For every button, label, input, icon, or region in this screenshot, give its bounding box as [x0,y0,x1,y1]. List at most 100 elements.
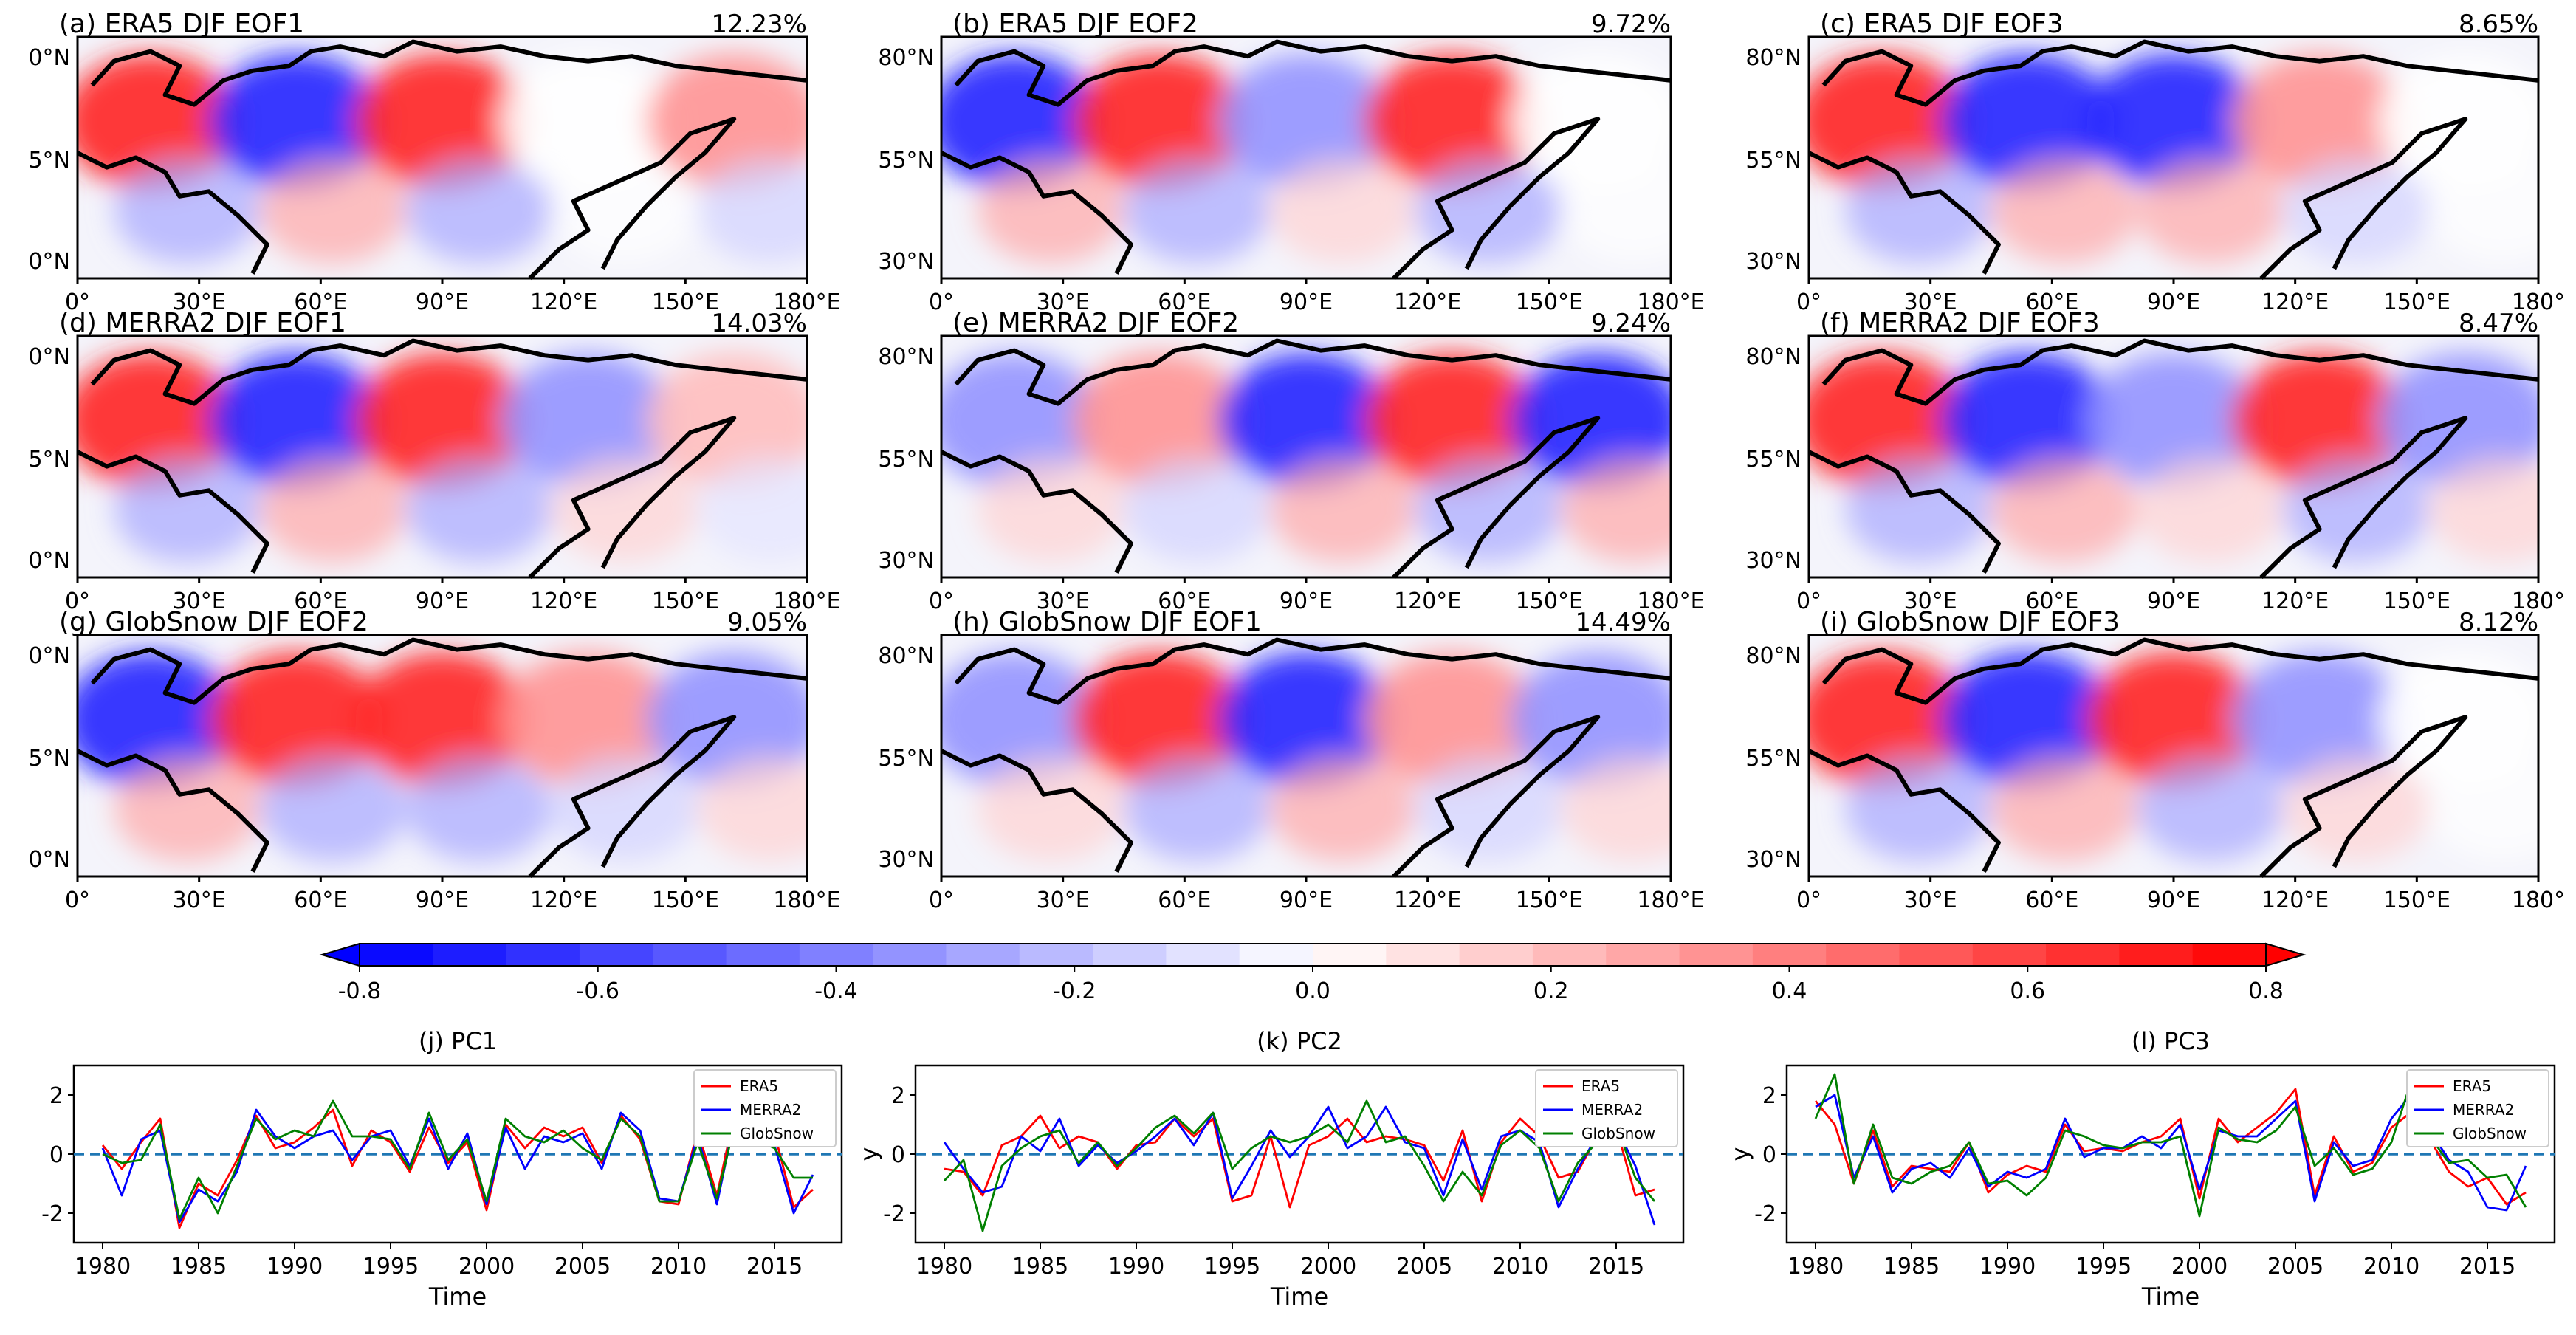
lon-tick: 180°E [1637,588,1704,614]
lon-tick: 0° [1796,888,1821,913]
colorbar-cell [2192,944,2267,966]
anomaly-blob [260,157,406,264]
anomaly-blob [1269,456,1416,563]
anomaly-blob [1269,157,1416,264]
anomaly-blob [1940,352,2115,489]
anomaly-blob [405,755,552,862]
lon-tick: 0° [1796,588,1821,614]
anomaly-blob [1991,456,2137,563]
lat-tick: 30°N [878,548,934,574]
anomaly-blob [552,157,698,264]
legend-label: ERA5 [1581,1077,1620,1095]
colorbar-tick: -0.6 [576,978,619,1004]
variance-label: 9.05% [727,608,807,637]
anomaly-blob [1845,157,1991,264]
lat-tick: 55°N [1745,746,1802,772]
lat-tick: 80°N [1745,45,1802,71]
colorbar-cell [1459,944,1533,966]
colorbar-cell [506,944,580,966]
lat-tick: 55°N [878,447,934,473]
legend-box [1535,1069,1678,1147]
lon-tick: 60°E [294,289,347,315]
lon-tick: 60°E [2025,289,2078,315]
map-panel-g: (g) GlobSnow DJF EOF2 9.05% [59,607,808,879]
lon-tick: 120°E [530,289,597,315]
anomaly-blob [1809,352,1970,488]
x-tick: 1995 [1204,1254,1260,1280]
x-tick: 2000 [1300,1254,1356,1280]
map-title: (i) GlobSnow DJF EOF3 [1820,607,2120,637]
anomaly-blob [501,352,676,489]
colorbar-cell [1752,944,1827,966]
anomaly-blob [2283,456,2429,563]
anomaly-blob [1991,755,2137,862]
anomaly-blob [2232,651,2408,788]
anomaly-blob [2428,456,2538,563]
lon-tick: 60°E [1158,289,1211,315]
colorbar-cell [726,944,800,966]
anomaly-blob [1809,53,1970,189]
anomaly-blob [941,352,1102,488]
lon-tick: 180°E [773,888,840,913]
lat-tick: 0°N [28,548,70,574]
lon-tick: 150°E [1516,289,1583,315]
legend-label: MERRA2 [1581,1101,1643,1119]
anomaly-blob [1218,651,1394,788]
y-axis-label: y [1726,1147,1754,1161]
anomaly-blob [2137,157,2284,264]
legend-label: GlobSnow [2453,1125,2527,1142]
x-tick: 2010 [1492,1254,1548,1280]
anomaly-blob [114,456,260,563]
lon-tick: 90°E [2147,289,2200,315]
lon-tick: 120°E [1394,888,1461,913]
y-tick: -2 [41,1201,63,1227]
map-title: (e) MERRA2 DJF EOF2 [952,308,1239,338]
map-panel-c: (c) ERA5 DJF EOF3 8.65% [1807,9,2540,281]
colorbar-cell [653,944,727,966]
lon-tick: 180° [2512,888,2565,913]
colorbar-tick: 0.2 [1533,978,1569,1004]
legend-label: MERRA2 [740,1101,801,1119]
colorbar-tick: 0.6 [2010,978,2045,1004]
anomaly-blob [1845,456,1991,563]
map-title: (c) ERA5 DJF EOF3 [1820,9,2064,39]
anomaly-blob [1940,53,2115,190]
map-title: (d) MERRA2 DJF EOF1 [59,308,346,338]
lon-tick: 180°E [1637,289,1704,315]
x-tick: 2005 [1396,1254,1452,1280]
lat-tick: 55°N [1745,447,1802,473]
colorbar-cell [2119,944,2194,966]
colorbar-cell [360,944,433,966]
lon-tick: 60°E [294,588,347,614]
x-axis-label: Time [428,1283,487,1311]
lat-tick: 5°N [28,148,70,174]
lon-tick: 180°E [773,289,840,315]
map-title: (b) ERA5 DJF EOF2 [952,9,1198,39]
y-axis-label: y [855,1147,883,1161]
anomaly-blob [1072,53,1248,190]
x-tick: 1995 [2075,1254,2132,1280]
x-tick: 2010 [2363,1254,2419,1280]
anomaly-blob [260,456,406,563]
y-tick: -2 [1754,1201,1776,1227]
colorbar-tick: 0.4 [1772,978,1807,1004]
anomaly-field [1809,352,2538,563]
anomaly-blob [501,53,676,190]
anomaly-blob [354,651,530,788]
anomaly-blob [552,755,698,862]
map-title: (a) ERA5 DJF EOF1 [59,9,304,39]
lat-tick: 55°N [878,746,934,772]
lon-tick: 120°E [2261,588,2329,614]
anomaly-blob [354,53,530,190]
lon-tick: 180°E [1637,888,1704,913]
colorbar-cell [873,944,947,966]
variance-label: 8.65% [2459,10,2538,39]
lon-tick: 90°E [416,888,469,913]
anomaly-field [1809,53,2538,264]
anomaly-blob [2137,456,2284,563]
x-tick: 2000 [458,1254,515,1280]
legend-label: GlobSnow [1581,1125,1655,1142]
pc3-chart: (l) PC3 2 0 -2 1980 1985 1990 1995 2000 2005 2010 2… [1726,1027,2556,1311]
lat-tick: 80°N [1745,643,1802,669]
pc-title: (j) PC1 [419,1027,497,1055]
